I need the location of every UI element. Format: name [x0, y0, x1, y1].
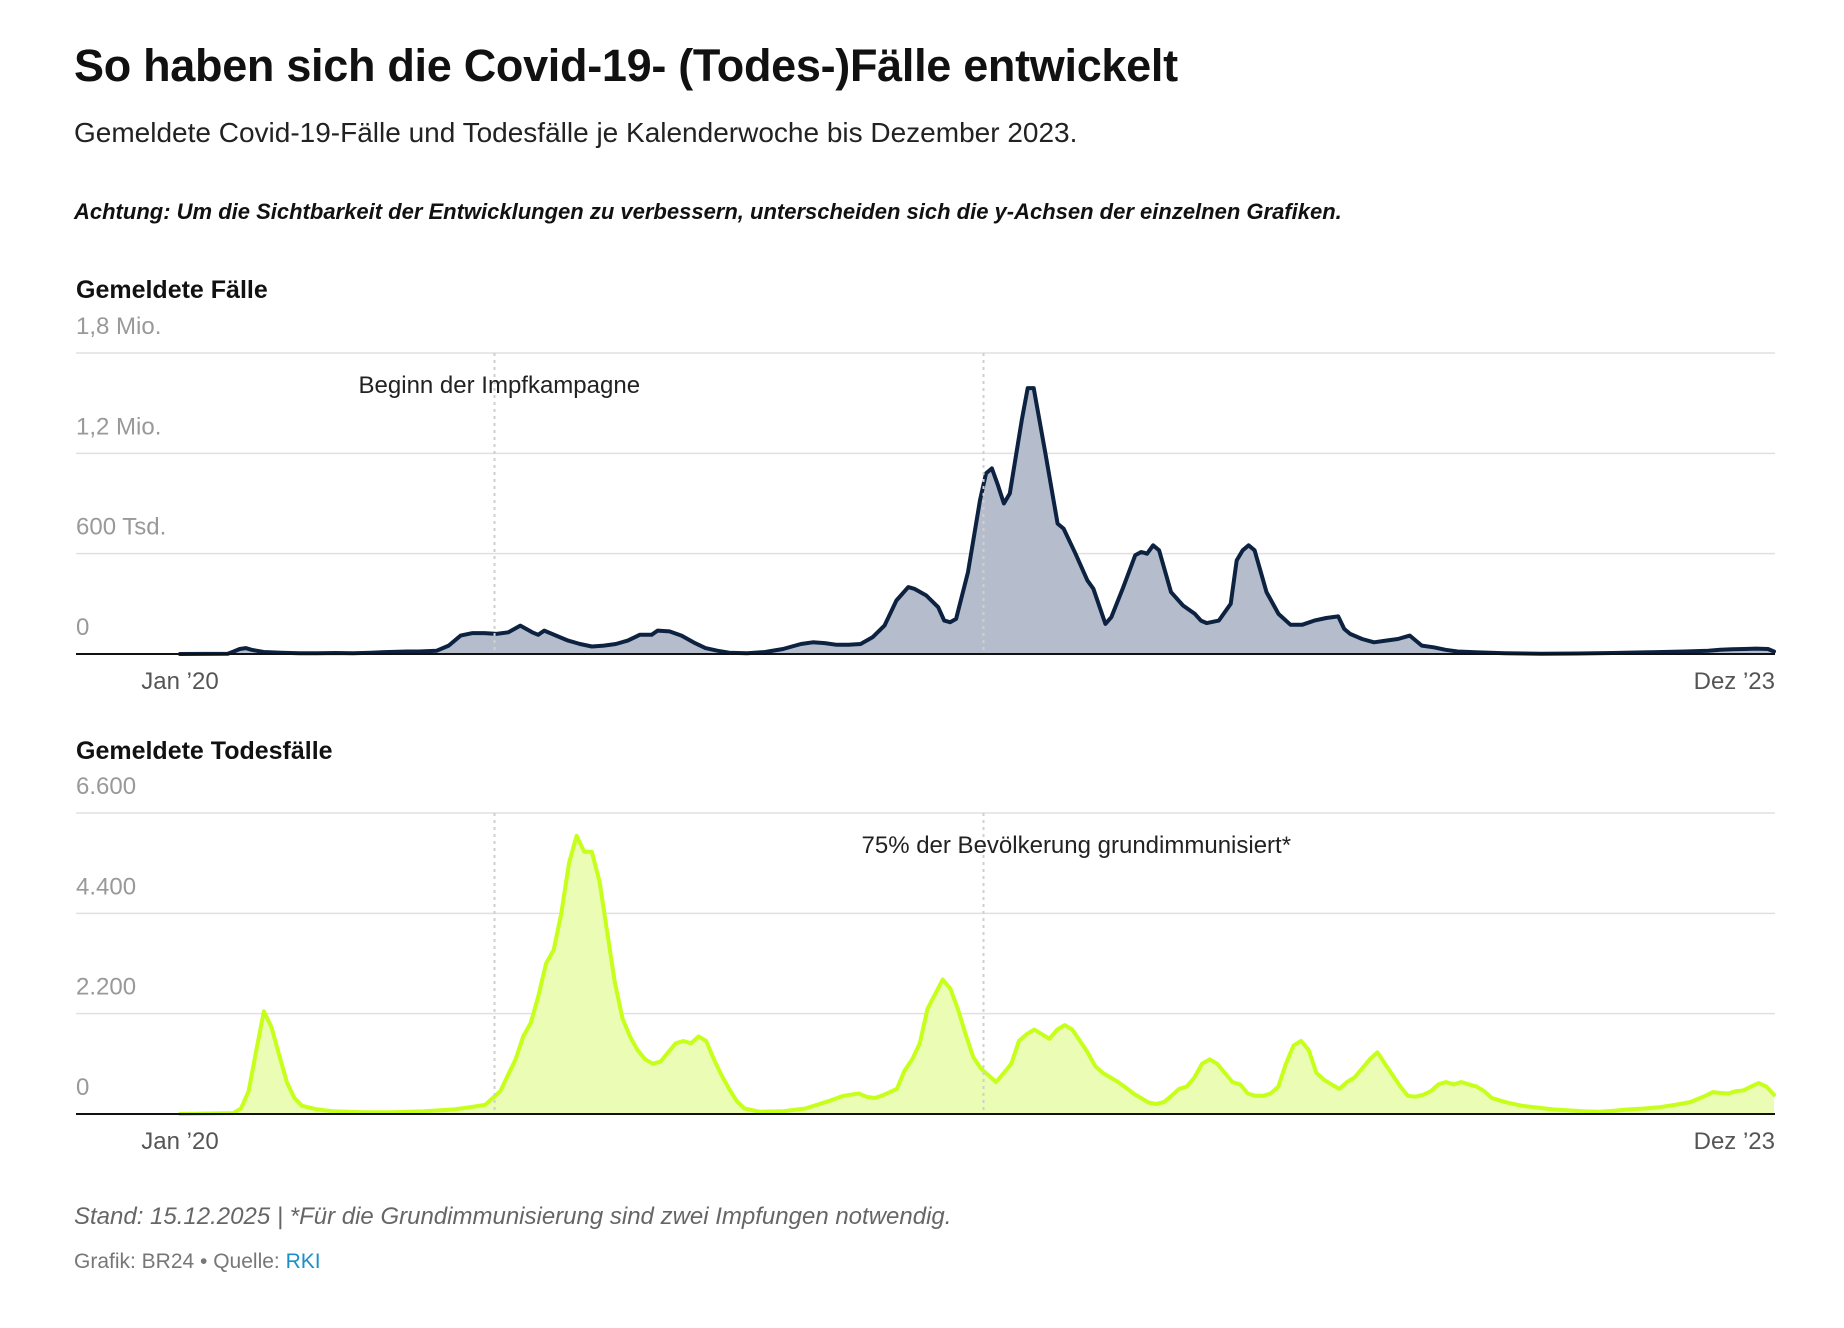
cases-x-end-label: Dez ’23 [1694, 668, 1775, 695]
deaths-area [180, 835, 1774, 1114]
page-title: So haben sich die Covid-19- (Todes-)Fäll… [74, 40, 1178, 91]
deaths-line [178, 833, 1776, 1116]
cases-y-tick-label: 600 Tsd. [76, 514, 166, 541]
deaths-y-tick-label: 4.400 [76, 873, 136, 900]
deaths-x-start-label: Jan ’20 [141, 1128, 218, 1155]
page-subtitle: Gemeldete Covid-19-Fälle und Todesfälle … [74, 117, 1078, 148]
cases-y-tick-label: 1,8 Mio. [76, 313, 161, 340]
footer-stand: Stand: 15.12.2025 | *Für die Grundimmuni… [74, 1203, 952, 1230]
cases-y-tick-label: 1,2 Mio. [76, 413, 161, 440]
deaths-annotation-label: 75% der Bevölkerung grundimmunisiert* [862, 832, 1292, 859]
axis-note: Achtung: Um die Sichtbarkeit der Entwick… [74, 199, 1342, 224]
deaths-x-end-label: Dez ’23 [1694, 1128, 1775, 1155]
deaths-chart-title: Gemeldete Todesfälle [76, 737, 333, 765]
cases-chart-title: Gemeldete Fälle [76, 276, 268, 304]
footer-credit: Grafik: BR24 • Quelle: RKI [74, 1250, 321, 1274]
cases-y-tick-label: 0 [76, 614, 89, 641]
credit-prefix: Grafik: BR24 • Quelle: [74, 1250, 286, 1273]
deaths-y-tick-label: 6.600 [76, 773, 136, 800]
cases-annotation-label: Beginn der Impfkampagne [359, 372, 641, 399]
deaths-y-tick-label: 0 [76, 1074, 89, 1101]
deaths-y-tick-label: 2.200 [76, 974, 136, 1001]
cases-line [178, 386, 1776, 656]
source-link[interactable]: RKI [285, 1250, 321, 1273]
cases-x-start-label: Jan ’20 [141, 668, 218, 695]
